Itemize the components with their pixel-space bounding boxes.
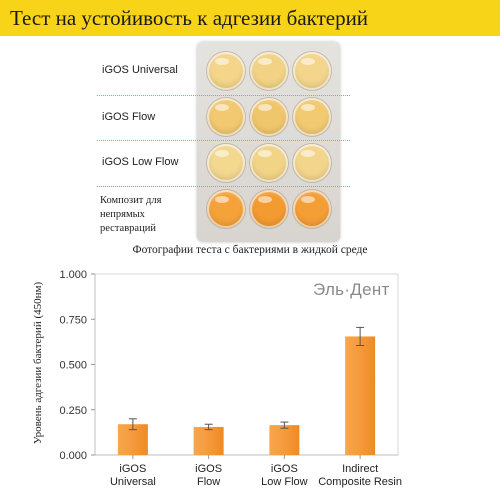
row-label-indirect-line1: Композит для <box>100 195 162 206</box>
x-tick-label: iGOS <box>195 463 222 475</box>
row-label-indirect-line2: непрямых <box>100 209 145 220</box>
sample-well <box>250 144 288 182</box>
bar <box>345 336 376 455</box>
x-tick-label: Universal <box>110 476 156 488</box>
y-tick-label: 0.750 <box>59 314 87 326</box>
row-divider <box>97 95 350 96</box>
sample-well <box>207 190 245 228</box>
bar <box>269 425 300 455</box>
x-tick-label: Flow <box>197 476 220 488</box>
well-plate-photo <box>197 42 340 242</box>
sample-well <box>207 52 245 90</box>
sample-well <box>207 144 245 182</box>
sample-well <box>293 98 331 136</box>
x-tick-label: iGOS <box>119 463 146 475</box>
bar <box>193 426 224 455</box>
x-tick-label: Indirect <box>342 463 378 475</box>
brand-watermark: Эль·Дент <box>313 280 390 299</box>
row-label-igos-universal: iGOS Universal <box>102 64 178 76</box>
page-title: Тест на устойивость к адгезии бактерий <box>10 6 369 30</box>
y-tick-label: 0.500 <box>59 360 87 372</box>
y-tick-label: 1.000 <box>59 269 87 281</box>
row-divider <box>97 140 350 141</box>
sample-well <box>250 190 288 228</box>
title-bar: Тест на устойивость к адгезии бактерий <box>0 0 500 36</box>
sample-well <box>207 98 245 136</box>
row-label-igos-low-flow: iGOS Low Flow <box>102 156 179 168</box>
sample-well <box>250 52 288 90</box>
chart-svg: 0.0000.2500.5000.7501.000iGOSUniversaliG… <box>59 269 402 488</box>
y-tick-label: 0.250 <box>59 405 87 417</box>
y-tick-label: 0.000 <box>59 450 87 462</box>
sample-well <box>250 98 288 136</box>
sample-well <box>293 144 331 182</box>
y-axis-label-text: Уровень адгезии бактерий (450нм) <box>32 281 44 445</box>
x-tick-label: iGOS <box>271 463 298 475</box>
x-tick-label: Low Flow <box>261 476 308 488</box>
x-tick-label: Composite Resin <box>318 476 402 488</box>
row-divider <box>97 186 350 187</box>
sample-well <box>293 190 331 228</box>
photo-caption: Фотографии теста с бактериями в жидкой с… <box>132 244 368 256</box>
bar-chart: 0.000 0.250 0.500 0.750 1.000 iGOS Universal iG… <box>0 262 500 500</box>
row-label-indirect-line3: реставраций <box>100 223 156 234</box>
sample-well <box>293 52 331 90</box>
row-label-igos-flow: iGOS Flow <box>102 111 156 123</box>
